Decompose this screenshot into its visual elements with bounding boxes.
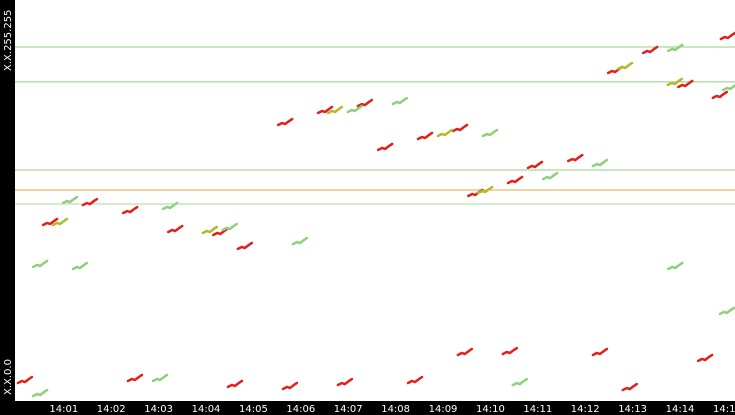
x-tick-label: 14:10: [476, 404, 505, 415]
traffic-point: [476, 185, 494, 195]
traffic-point: [416, 131, 434, 141]
traffic-point: [667, 43, 684, 53]
x-tick-label: 14:04: [192, 404, 221, 415]
x-tick-label: 14:09: [429, 404, 458, 415]
traffic-point: [221, 222, 238, 232]
traffic-point: [666, 77, 684, 87]
traffic-point: [667, 261, 684, 271]
traffic-point: [31, 388, 49, 398]
traffic-point: [336, 377, 354, 387]
traffic-point: [121, 205, 139, 215]
traffic-point: [61, 195, 79, 205]
traffic-point: [591, 347, 609, 357]
x-tick-label: 14:11: [523, 404, 552, 415]
traffic-point: [406, 375, 424, 385]
traffic-point: [376, 142, 394, 152]
traffic-point: [166, 224, 184, 234]
traffic-point: [567, 153, 584, 163]
traffic-point: [291, 236, 309, 246]
traffic-point: [641, 45, 659, 55]
traffic-point: [281, 381, 299, 391]
traffic-point: [451, 123, 469, 133]
y-axis-bar: [0, 0, 15, 415]
traffic-point: [456, 347, 474, 357]
traffic-point: [346, 104, 364, 114]
x-tick-label: 14:14: [666, 404, 695, 415]
traffic-point: [718, 306, 735, 316]
traffic-point: [711, 90, 729, 100]
traffic-point: [481, 128, 499, 138]
traffic-point: [211, 227, 229, 237]
x-axis-bar: [0, 401, 735, 415]
x-tick-label: 14:01: [49, 404, 78, 415]
x-tick-label: 14:06: [286, 404, 315, 415]
traffic-point: [226, 379, 244, 389]
traffic-point: [436, 128, 454, 138]
traffic-point: [501, 346, 519, 356]
traffic-point: [591, 158, 609, 168]
x-tick-label: 14:15: [713, 404, 735, 415]
traffic-point: [201, 225, 219, 235]
traffic-point: [51, 217, 69, 227]
y-tick-label: X.X.255.255: [3, 10, 14, 71]
traffic-point: [71, 261, 89, 271]
traffic-point: [81, 197, 99, 207]
traffic-point: [326, 105, 344, 115]
traffic-point: [151, 373, 169, 383]
traffic-point: [719, 31, 735, 41]
traffic-point: [621, 382, 639, 392]
traffic-point: [16, 375, 34, 385]
traffic-point: [236, 241, 254, 251]
traffic-point: [161, 201, 179, 211]
traffic-point: [41, 217, 59, 227]
traffic-point: [391, 96, 409, 106]
x-tick-label: 14:13: [618, 404, 647, 415]
traffic-point: [676, 79, 694, 89]
x-tick-label: 14:07: [334, 404, 363, 415]
traffic-point: [696, 353, 714, 363]
traffic-point: [316, 105, 334, 115]
x-tick-label: 14:03: [144, 404, 173, 415]
x-tick-label: 14:02: [97, 404, 126, 415]
x-tick-label: 14:08: [381, 404, 410, 415]
x-tick-label: 14:05: [239, 404, 268, 415]
traffic-point: [356, 98, 374, 108]
traffic-point: [506, 175, 524, 185]
traffic-point: [541, 171, 559, 181]
traffic-point: [511, 377, 529, 387]
x-tick-label: 14:12: [571, 404, 600, 415]
traffic-point: [126, 373, 144, 383]
traffic-point: [722, 83, 735, 92]
traffic-point: [276, 117, 294, 127]
traffic-point: [526, 160, 544, 170]
traffic-point: [616, 61, 634, 71]
traffic-point: [31, 259, 49, 269]
y-tick-label: X.X.0.0: [3, 359, 14, 395]
